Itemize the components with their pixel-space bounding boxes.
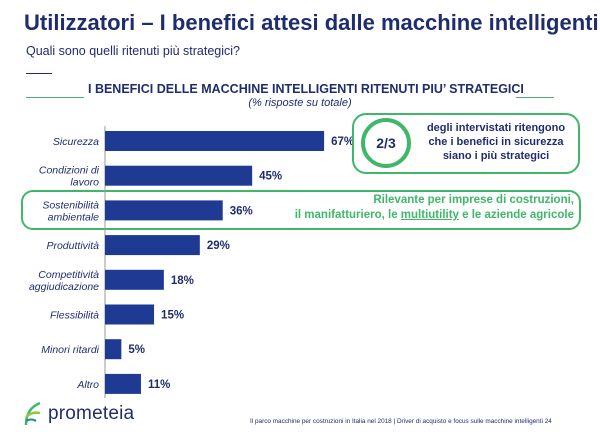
- highlight-line-1: Rilevante per imprese di costruzioni,: [373, 194, 574, 206]
- category-label-5: Competitività aggiudicazione: [29, 269, 99, 293]
- value-label-1: 67%: [331, 136, 354, 148]
- chart-title: I BENEFICI DELLE MACCHINE INTELLIGENTI R…: [88, 82, 524, 96]
- category-label-2: Condizioni di lavoro: [39, 165, 100, 189]
- value-label-4: 29%: [207, 240, 230, 252]
- highlight-text: Rilevante per imprese di costruzioni, il…: [282, 193, 574, 223]
- highlight-line-2-pre: il manifatturiero, le: [294, 209, 401, 221]
- heading-rule-right: [516, 97, 554, 98]
- logo-mark-icon: [24, 401, 41, 426]
- callout-line-3: siano i più strategici: [442, 150, 550, 162]
- highlight-line-2: il manifatturiero, le multiutility e le …: [282, 208, 574, 223]
- bar-3: [105, 200, 223, 221]
- callout-line-1: degli intervistati ritengono: [426, 122, 566, 134]
- logo-text: prometeia: [48, 403, 135, 424]
- bar-2: [105, 165, 253, 186]
- value-label-5: 18%: [171, 275, 194, 287]
- bar-8: [105, 373, 141, 394]
- value-label-3: 36%: [230, 205, 253, 217]
- bar-6: [105, 304, 155, 325]
- category-label-3: Sostenibilità ambientale: [42, 199, 99, 223]
- bar-5: [105, 269, 164, 290]
- category-label-7: Minori ritardi: [41, 344, 99, 356]
- highlight-line-2-post: e le aziende agricole: [458, 209, 574, 221]
- category-label-8: Altro: [76, 379, 99, 391]
- category-label-6: Flessibilità: [50, 310, 99, 322]
- category-label-1: Sicurezza: [53, 136, 99, 148]
- callout-line-2: che i benefici in sicurezza: [428, 136, 564, 148]
- page-title: Utilizzatori – I benefici attesi dalle m…: [24, 10, 599, 35]
- highlight-frame: [21, 190, 581, 230]
- value-label-6: 15%: [161, 310, 184, 322]
- prometeia-logo: prometeia: [22, 401, 134, 427]
- value-label-8: 11%: [148, 379, 170, 391]
- footer-text: Il parco macchine per costruzioni in Ita…: [250, 418, 552, 425]
- chart-subtitle: (% risposte su totale): [248, 97, 352, 109]
- value-label-7: 5%: [128, 344, 145, 356]
- heading-rule-left: [26, 97, 84, 98]
- page-subtitle: Quali sono quelli ritenuti più strategic…: [26, 44, 241, 58]
- highlight-line-2-underlined: multiutility: [400, 209, 459, 221]
- callout-text: degli intervistati ritengono che i benef…: [416, 121, 576, 163]
- callout-fraction: 2/3: [361, 118, 411, 168]
- bar-7: [105, 339, 122, 360]
- subtitle-divider: [26, 73, 52, 74]
- value-label-2: 45%: [259, 171, 282, 183]
- bar-4: [105, 235, 200, 256]
- bar-1: [105, 131, 325, 151]
- category-label-4: Produttività: [46, 240, 99, 252]
